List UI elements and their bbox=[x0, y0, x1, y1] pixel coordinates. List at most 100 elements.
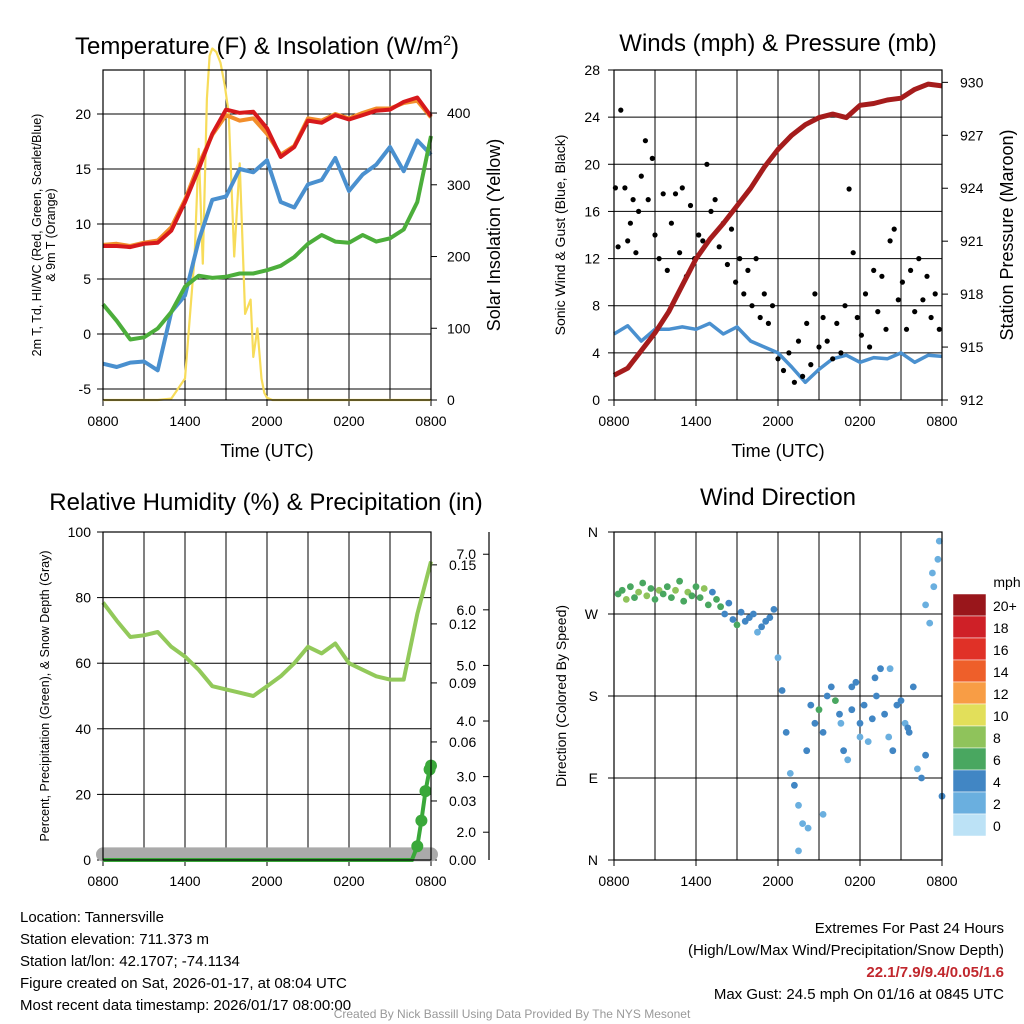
direction-point bbox=[819, 729, 827, 736]
insolation-y-tick-label: 100 bbox=[447, 320, 471, 336]
snow-y-tick-label: 7.0 bbox=[457, 546, 477, 562]
winds-gust-point bbox=[838, 350, 844, 356]
pressure-y-tick-label: 924 bbox=[960, 180, 984, 196]
direction-point bbox=[647, 585, 655, 592]
winds-gust-point bbox=[846, 186, 852, 192]
winds-gust-point bbox=[741, 291, 747, 297]
winds-gust-point bbox=[795, 338, 802, 344]
direction-point bbox=[791, 781, 798, 789]
legend-label: 12 bbox=[993, 686, 1009, 702]
direction-point bbox=[811, 719, 819, 727]
temperature-series-wind-chill bbox=[102, 138, 433, 373]
winds-gust-point bbox=[761, 291, 767, 297]
direction-point bbox=[832, 697, 839, 704]
precip-point bbox=[415, 814, 428, 827]
legend-swatch bbox=[952, 703, 987, 727]
insolation-y-axis-label: Solar Insolation (Yellow) bbox=[484, 139, 504, 331]
direction-point bbox=[930, 583, 938, 591]
winds-y-tick-label: 12 bbox=[584, 251, 600, 267]
winds-gust-point bbox=[903, 326, 910, 332]
direction-point bbox=[692, 583, 700, 591]
precip-y-tick-label: 0.15 bbox=[449, 557, 476, 573]
legend-label: 18 bbox=[993, 620, 1009, 636]
direction-point bbox=[852, 678, 860, 686]
humidity-y-tick-label: 40 bbox=[75, 721, 91, 737]
winds-gust-point bbox=[775, 356, 781, 362]
legend-swatch bbox=[952, 791, 987, 815]
winds-gust-point bbox=[630, 197, 636, 203]
snow-y-tick-label: 4.0 bbox=[457, 713, 477, 729]
direction-panel-title: Wind Direction bbox=[700, 484, 856, 511]
winds-gust-point bbox=[830, 356, 836, 362]
direction-y-tick-label: E bbox=[589, 770, 598, 786]
temperature-panel: Temperature (F) & Insolation (W/m2) Time… bbox=[30, 32, 504, 461]
direction-point bbox=[717, 603, 724, 611]
direction-point bbox=[680, 597, 688, 605]
winds-gust-point bbox=[712, 197, 718, 203]
precip-y-tick-label: 0.03 bbox=[449, 793, 476, 809]
direction-point bbox=[782, 729, 790, 736]
direction-point bbox=[871, 674, 879, 682]
winds-x-tick-label: 0800 bbox=[926, 413, 957, 429]
legend-swatch bbox=[952, 615, 987, 639]
humidity-panel: Relative Humidity (%) & Precipitation (i… bbox=[38, 489, 490, 889]
winds-x-tick-label: 0200 bbox=[844, 413, 875, 429]
winds-gust-point bbox=[928, 314, 934, 321]
direction-point bbox=[804, 824, 812, 832]
data-timestamp: Most recent data timestamp: 2026/01/17 0… bbox=[20, 997, 352, 1014]
winds-y-tick-label: 0 bbox=[592, 392, 600, 408]
pressure-y-tick-label: 927 bbox=[960, 127, 984, 143]
station-elevation: Station elevation: 711.373 m bbox=[20, 931, 210, 948]
winds-gust-point bbox=[936, 326, 942, 332]
legend-swatch bbox=[952, 681, 987, 705]
direction-point bbox=[725, 599, 733, 607]
direction-point bbox=[893, 701, 901, 709]
direction-point bbox=[795, 847, 802, 855]
temperature-y-tick-label: 20 bbox=[75, 106, 91, 122]
pressure-y-tick-label: 915 bbox=[960, 339, 984, 355]
winds-gust-point bbox=[696, 232, 702, 238]
winds-gust-point bbox=[668, 220, 675, 226]
direction-point bbox=[815, 706, 823, 714]
direction-point bbox=[929, 569, 936, 577]
direction-point bbox=[696, 594, 704, 601]
station-location: Location: Tannersville bbox=[20, 909, 164, 926]
winds-x-axis-label: Time (UTC) bbox=[731, 441, 824, 461]
temperature-panel-title: Temperature (F) & Insolation (W/m2) bbox=[75, 32, 459, 60]
direction-point bbox=[766, 614, 774, 621]
winds-gust-point bbox=[804, 320, 810, 326]
winds-gust-point bbox=[757, 314, 763, 321]
direction-point bbox=[819, 811, 827, 818]
winds-gust-point bbox=[816, 344, 822, 350]
direction-y-tick-label: N bbox=[588, 852, 598, 868]
direction-point bbox=[676, 577, 683, 585]
winds-gust-point bbox=[708, 208, 714, 214]
winds-gust-point bbox=[895, 297, 901, 303]
humidity-y-tick-label: 100 bbox=[68, 524, 92, 540]
precip-point bbox=[419, 785, 432, 798]
winds-gust-point bbox=[867, 344, 873, 350]
direction-point bbox=[643, 592, 651, 600]
winds-y-tick-label: 8 bbox=[592, 298, 600, 314]
winds-gust-point bbox=[728, 226, 735, 232]
precip-y-tick-label: 0.12 bbox=[449, 616, 476, 632]
direction-point bbox=[868, 715, 876, 723]
winds-gust-point bbox=[633, 250, 639, 256]
legend-swatch bbox=[952, 725, 987, 749]
figure-created: Figure created on Sat, 2026-01-17, at 08… bbox=[20, 975, 347, 992]
extremes-values: 22.1/7.9/9.4/0.05/1.6 bbox=[866, 964, 1004, 981]
winds-gust-point bbox=[858, 332, 865, 338]
winds-gust-point bbox=[700, 238, 706, 244]
direction-point bbox=[659, 590, 667, 598]
direction-point bbox=[836, 710, 843, 718]
winds-gust-point bbox=[808, 362, 814, 368]
winds-gust-point bbox=[875, 309, 881, 315]
direction-point bbox=[909, 683, 917, 691]
direction-point bbox=[795, 801, 802, 809]
winds-gust-point bbox=[912, 309, 918, 315]
direction-point bbox=[877, 665, 884, 673]
direction-x-tick-label: 1400 bbox=[680, 873, 711, 889]
temperature-x-tick-label: 0800 bbox=[415, 413, 446, 429]
precip-point bbox=[411, 840, 424, 853]
direction-point bbox=[750, 610, 757, 618]
